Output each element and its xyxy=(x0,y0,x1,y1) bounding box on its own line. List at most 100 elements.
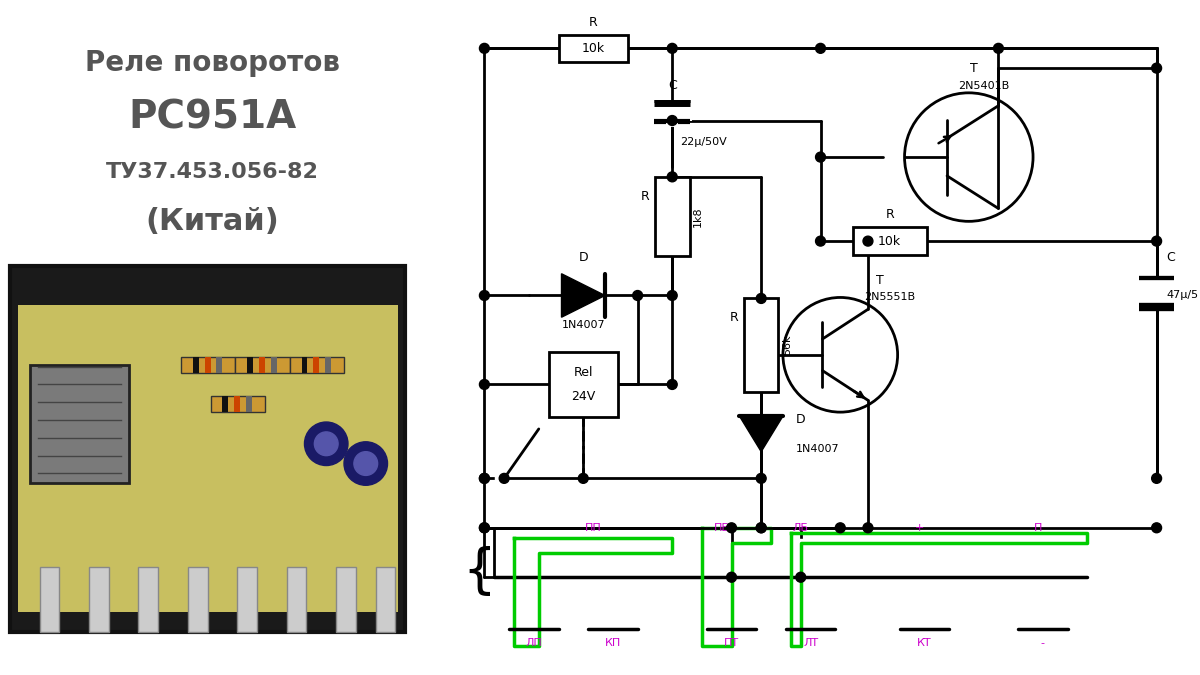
Bar xyxy=(205,357,210,373)
Bar xyxy=(188,568,208,632)
Bar xyxy=(138,568,158,632)
Text: 56k: 56k xyxy=(782,335,792,355)
Text: 22µ/50V: 22µ/50V xyxy=(680,137,727,147)
Bar xyxy=(744,298,779,392)
Bar xyxy=(246,396,252,412)
Bar xyxy=(259,357,265,373)
Circle shape xyxy=(578,473,588,483)
Text: C: C xyxy=(668,80,677,92)
Bar xyxy=(376,568,396,632)
Circle shape xyxy=(756,294,766,303)
Text: (Китай): (Китай) xyxy=(145,207,280,236)
Circle shape xyxy=(863,236,872,246)
Bar xyxy=(301,357,307,373)
Text: -: - xyxy=(1040,639,1045,649)
Text: 1N4007: 1N4007 xyxy=(562,320,605,330)
Circle shape xyxy=(1152,473,1162,483)
Bar xyxy=(558,34,628,62)
Text: ПБ: ПБ xyxy=(714,522,730,533)
Bar xyxy=(40,568,59,632)
Circle shape xyxy=(480,523,490,533)
Circle shape xyxy=(480,523,490,533)
Bar xyxy=(30,364,128,483)
Circle shape xyxy=(756,473,766,483)
Text: R: R xyxy=(730,310,738,324)
Circle shape xyxy=(480,473,490,483)
Text: 2N5401B: 2N5401B xyxy=(958,81,1009,91)
Circle shape xyxy=(835,523,845,533)
Bar xyxy=(210,396,265,412)
Bar xyxy=(234,396,240,412)
Circle shape xyxy=(314,432,338,456)
Circle shape xyxy=(305,422,348,466)
Circle shape xyxy=(480,379,490,389)
Bar xyxy=(235,357,289,373)
Circle shape xyxy=(667,115,677,126)
Bar xyxy=(193,357,199,373)
Bar xyxy=(181,357,235,373)
Bar xyxy=(853,227,926,255)
Circle shape xyxy=(499,473,509,483)
Text: ТУ37.453.056-82: ТУ37.453.056-82 xyxy=(106,162,319,182)
Bar xyxy=(10,266,406,632)
Bar xyxy=(222,396,228,412)
Text: РС951А: РС951А xyxy=(128,99,296,136)
Polygon shape xyxy=(739,416,782,452)
Circle shape xyxy=(667,379,677,389)
Bar xyxy=(18,305,398,612)
Circle shape xyxy=(726,523,737,533)
Text: 10k: 10k xyxy=(582,42,605,55)
Circle shape xyxy=(756,523,766,533)
Circle shape xyxy=(816,236,826,246)
Bar xyxy=(548,352,618,416)
Text: ЛТ: ЛТ xyxy=(803,639,818,649)
Text: 1N4007: 1N4007 xyxy=(796,443,840,454)
Text: T: T xyxy=(876,274,883,287)
Circle shape xyxy=(354,452,378,475)
Bar xyxy=(653,103,692,122)
Text: 2N5551B: 2N5551B xyxy=(864,292,916,302)
Text: C: C xyxy=(1166,251,1175,265)
Circle shape xyxy=(816,152,826,162)
Text: ЛБ: ЛБ xyxy=(793,522,809,533)
Circle shape xyxy=(344,442,388,485)
Bar xyxy=(655,177,690,256)
Text: R: R xyxy=(641,190,649,203)
Text: D: D xyxy=(578,251,588,265)
Circle shape xyxy=(1152,236,1162,246)
Circle shape xyxy=(667,43,677,53)
Bar xyxy=(325,357,331,373)
Bar xyxy=(216,357,222,373)
Text: 47µ/5: 47µ/5 xyxy=(1166,290,1199,300)
Text: ПП: ПП xyxy=(584,522,601,533)
Text: Реле поворотов: Реле поворотов xyxy=(85,49,340,77)
Circle shape xyxy=(1152,63,1162,73)
Text: КТ: КТ xyxy=(917,639,931,649)
Circle shape xyxy=(480,290,490,300)
Text: ЛП: ЛП xyxy=(526,639,542,649)
Circle shape xyxy=(796,572,805,582)
Circle shape xyxy=(480,43,490,53)
Bar xyxy=(271,357,277,373)
Text: T: T xyxy=(970,61,978,75)
Text: R: R xyxy=(886,209,894,221)
Text: Rel: Rel xyxy=(574,366,593,379)
Bar xyxy=(247,357,253,373)
Text: +: + xyxy=(914,522,924,533)
Text: 1k8: 1k8 xyxy=(692,206,703,227)
Bar xyxy=(287,568,306,632)
Bar xyxy=(313,357,319,373)
Circle shape xyxy=(1152,523,1162,533)
Text: R: R xyxy=(589,16,598,28)
Bar xyxy=(89,568,109,632)
Text: П: П xyxy=(1034,522,1042,533)
Bar xyxy=(1136,277,1176,311)
Text: D: D xyxy=(796,412,805,425)
Text: ПТ: ПТ xyxy=(724,639,739,649)
Circle shape xyxy=(480,473,490,483)
Circle shape xyxy=(756,523,766,533)
Bar xyxy=(336,568,356,632)
Polygon shape xyxy=(562,274,605,317)
Bar xyxy=(289,357,344,373)
Text: 10k: 10k xyxy=(878,235,901,248)
